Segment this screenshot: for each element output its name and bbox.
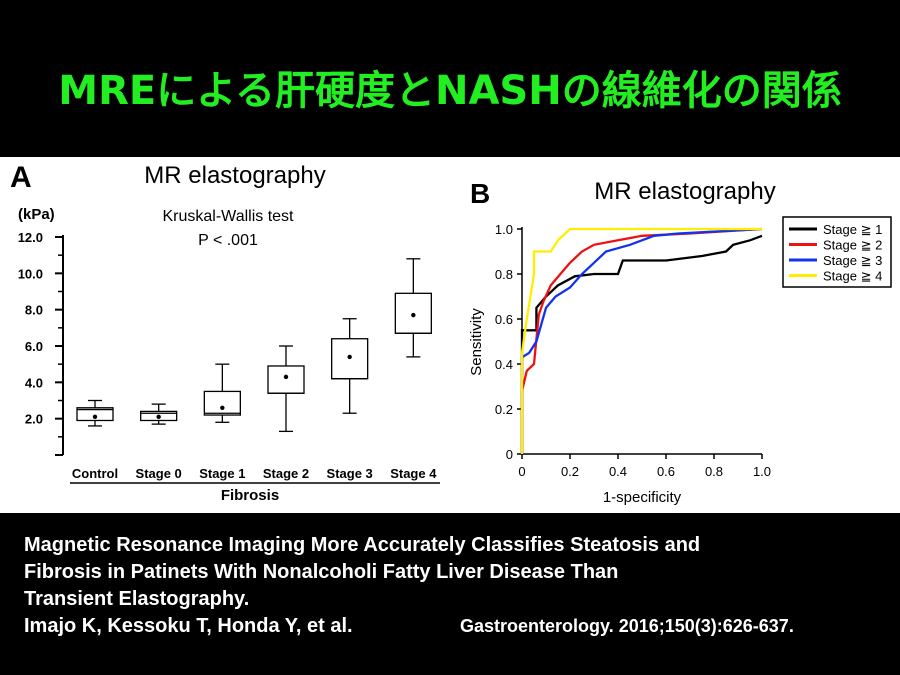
panel-b-xtick-label: 1.0: [753, 464, 771, 479]
panel-a-box: [203, 390, 241, 416]
panel-b-legend-label: Stage ≧ 4: [823, 269, 882, 284]
panel-b-ytick-label: 0.4: [495, 357, 513, 372]
panel-a-ytick-label: 10.0: [18, 266, 43, 281]
panel-b-xtick-label: 0.4: [609, 464, 627, 479]
panel-a-category-label: Stage 0: [136, 466, 182, 481]
panel-a-box: [267, 365, 305, 394]
slide-title: MREによる肝硬度とNASHの線維化の関係: [58, 68, 842, 114]
citation-journal: Gastroenterology. 2016;150(3):626-637.: [460, 616, 794, 636]
panel-a-mean-dot: [283, 374, 289, 380]
panel-b-roc-series-1: [520, 234, 763, 454]
panel-b-xtick-label: 0.6: [657, 464, 675, 479]
panel-a-subtitle-2: P < .001: [198, 232, 258, 249]
panel-a-mean-dot: [92, 414, 98, 420]
panel-b-title: MR elastography: [594, 178, 775, 205]
panel-b-ytick-label: 0.8: [495, 267, 513, 282]
panel-b-ytick-label: 0: [506, 447, 513, 462]
panel-a-ylabel: (kPa): [18, 206, 55, 223]
panel-b-legend-label: Stage ≧ 2: [823, 238, 882, 253]
panel-b-letter: B: [470, 178, 490, 209]
panel-b-xlabel: 1-specificity: [603, 489, 682, 506]
panel-a-ytick-label: 2.0: [25, 412, 43, 427]
panel-b-ytick-label: 0.6: [495, 312, 513, 327]
panel-b-xtick-label: 0.8: [705, 464, 723, 479]
panel-b-legend-label: Stage ≧ 1: [823, 222, 882, 237]
panel-a-mean-dot: [156, 414, 161, 420]
panel-a-ytick-label: 12.0: [18, 230, 43, 245]
panel-a-category-label: Stage 3: [327, 466, 373, 481]
panel-a-title: MR elastography: [144, 162, 325, 189]
citation-authors: Imajo K, Kessoku T, Honda Y, et al.: [24, 615, 353, 637]
panel-b-ytick-label: 0.2: [495, 402, 513, 417]
panel-a-category-label: Stage 2: [263, 466, 309, 481]
panel-a-mean-dot: [347, 354, 352, 360]
panel-b-roc-series-2: [520, 227, 763, 454]
citation-line-1: Magnetic Resonance Imaging More Accurate…: [24, 534, 701, 556]
panel-a-ytick-label: 4.0: [25, 375, 43, 390]
citation-line-2: Fibrosis in Patinets With Nonalcoholi Fa…: [24, 561, 619, 583]
panel-b-legend-label: Stage ≧ 3: [823, 253, 882, 268]
panel-a-mean-dot: [411, 312, 416, 318]
panel-a-category-label: Control: [72, 466, 118, 481]
panel-a-category-label: Stage 4: [390, 466, 437, 481]
panel-b-roc-series-4: [520, 227, 762, 454]
panel-a-ytick-label: 6.0: [25, 339, 43, 354]
citation-line-3: Transient Elastography.: [24, 588, 250, 610]
figure-panel: A MR elastography Kruskal-Wallis test P < .…: [0, 157, 900, 513]
panel-a-box: [76, 407, 114, 422]
figure-svg: A MR elastography Kruskal-Wallis test P < .…: [10, 161, 892, 506]
panel-b-roc-series-3: [520, 227, 763, 454]
panel-b-xtick-label: 0.2: [561, 464, 579, 479]
panel-a-mean-dot: [220, 405, 225, 410]
panel-a-xlabel: Fibrosis: [221, 487, 279, 504]
panel-b-ylabel: Sensitivity: [468, 308, 485, 376]
panel-a-category-label: Stage 1: [199, 466, 245, 481]
panel-a-ytick-label: 8.0: [25, 303, 43, 318]
panel-a-letter: A: [10, 161, 32, 194]
panel-a-subtitle-1: Kruskal-Wallis test: [163, 208, 295, 225]
panel-b-ytick-label: 1.0: [495, 222, 513, 237]
panel-b-xtick-label: 0: [518, 464, 525, 479]
